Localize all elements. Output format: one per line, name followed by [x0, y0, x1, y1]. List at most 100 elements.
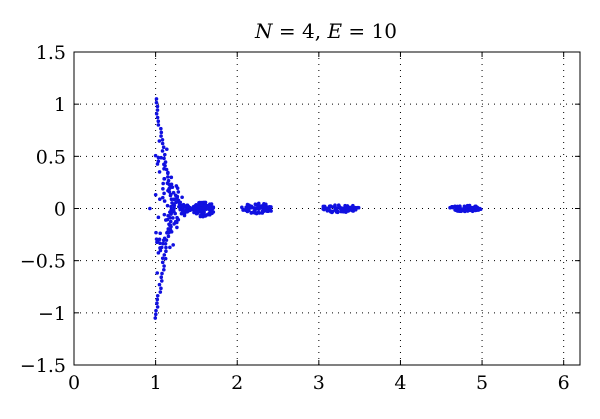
- data-point-cluster-1: [160, 260, 165, 265]
- data-point-cluster-1: [164, 167, 169, 172]
- data-point-cluster-1: [169, 175, 174, 180]
- data-point-cluster-2: [198, 214, 203, 219]
- y-tick-label: 1.5: [36, 42, 66, 64]
- data-point-cluster-1: [166, 234, 171, 239]
- grid: [74, 52, 580, 365]
- data-point-cluster-1: [154, 112, 159, 116]
- data-point-cluster-5: [459, 209, 463, 214]
- data-point-cluster-1: [169, 197, 174, 202]
- data-point-cluster-1: [167, 230, 171, 235]
- data-point-cluster-4: [336, 203, 341, 208]
- data-point-cluster-1: [171, 243, 175, 247]
- title-var-e: E: [326, 19, 342, 43]
- data-point-cluster-1: [155, 301, 159, 306]
- data-point-cluster-3: [241, 208, 245, 212]
- data-point-cluster-1: [155, 115, 160, 120]
- data-point-cluster-5: [476, 207, 481, 212]
- data-point-cluster-3: [247, 205, 252, 210]
- data-point-cluster-3: [256, 210, 261, 215]
- data-point-cluster-1: [155, 104, 160, 109]
- data-point-cluster-1: [159, 130, 164, 135]
- data-point-cluster-1: [168, 245, 172, 250]
- data-point-cluster-1: [161, 181, 165, 186]
- data-point-cluster-1: [162, 212, 167, 217]
- data-point-cluster-1: [160, 149, 165, 153]
- data-point-cluster-2: [209, 207, 213, 211]
- data-point-cluster-1: [188, 206, 192, 210]
- data-point-cluster-1: [175, 186, 180, 190]
- data-point-cluster-2: [206, 212, 210, 217]
- data-point-cluster-1: [166, 175, 170, 179]
- data-point-cluster-1: [166, 178, 171, 183]
- data-point-cluster-1: [186, 209, 190, 213]
- data-point-cluster-1: [153, 153, 158, 158]
- data-point-cluster-1: [158, 241, 162, 245]
- data-point-cluster-1: [162, 191, 166, 196]
- y-tick-label: 0.5: [36, 146, 66, 168]
- data-point-cluster-1: [175, 194, 180, 199]
- data-point-cluster-3: [260, 211, 265, 215]
- data-point-cluster-1: [169, 212, 173, 216]
- data-point-cluster-5: [465, 203, 470, 208]
- data-point-cluster-1: [169, 204, 173, 209]
- data-point-cluster-3: [265, 209, 269, 213]
- data-point-cluster-1: [156, 215, 161, 220]
- data-point-cluster-3: [253, 202, 258, 207]
- data-point-cluster-1: [162, 253, 167, 257]
- data-point-cluster-1: [156, 251, 161, 255]
- data-point-cluster-1: [165, 217, 170, 222]
- y-tick-label: 0: [54, 199, 66, 221]
- y-tick-label: −1.5: [20, 355, 66, 377]
- data-point-cluster-1: [176, 190, 181, 194]
- data-point-cluster-1: [155, 240, 159, 244]
- data-point-cluster-1: [156, 155, 161, 160]
- data-point-cluster-1: [164, 249, 168, 254]
- data-point-cluster-1: [173, 219, 178, 224]
- data-point-cluster-1: [179, 203, 184, 208]
- data-point-cluster-1: [185, 203, 189, 208]
- data-point-cluster-1: [170, 201, 174, 205]
- data-point-cluster-4: [334, 207, 339, 211]
- data-point-cluster-1: [168, 193, 173, 198]
- data-point-cluster-1: [159, 286, 163, 291]
- title-eq-e: = 10: [342, 19, 397, 43]
- data-point-cluster-3: [244, 208, 248, 213]
- data-point-cluster-1: [160, 256, 165, 261]
- data-point-cluster-1: [157, 170, 162, 174]
- data-point-cluster-4: [321, 204, 326, 209]
- data-point-cluster-4: [340, 206, 344, 211]
- y-tick-label: 1: [54, 94, 66, 116]
- data-point-cluster-4: [350, 205, 355, 209]
- data-point-cluster-1: [164, 238, 169, 242]
- data-point-cluster-1: [163, 256, 168, 261]
- data-point-cluster-4: [355, 205, 360, 210]
- data-point-cluster-1: [182, 213, 187, 218]
- data-point-cluster-3: [252, 206, 257, 210]
- data-point-cluster-1: [153, 316, 158, 320]
- data-point-cluster-1: [155, 293, 160, 298]
- data-point-cluster-1: [156, 159, 161, 164]
- data-point-cluster-1: [158, 290, 163, 294]
- data-point-cluster-1: [163, 160, 168, 164]
- data-point-cluster-1: [153, 192, 158, 197]
- data-point-cluster-1: [171, 216, 175, 220]
- data-point-cluster-1: [167, 182, 171, 187]
- data-point-cluster-1: [153, 312, 158, 317]
- data-point-cluster-2: [198, 209, 203, 213]
- data-point-cluster-1: [159, 155, 163, 160]
- x-tick-label: 3: [313, 372, 325, 394]
- data-point-cluster-5: [468, 208, 473, 213]
- data-point-cluster-1: [175, 217, 180, 221]
- data-point-cluster-1: [173, 211, 177, 216]
- data-point-cluster-1: [154, 308, 158, 313]
- data-point-cluster-1: [160, 279, 164, 283]
- data-points: [148, 97, 483, 320]
- data-point-cluster-1: [175, 225, 179, 230]
- data-point-cluster-2: [201, 209, 206, 213]
- data-point-cluster-1: [177, 204, 181, 209]
- data-point-cluster-1: [156, 119, 161, 124]
- data-point-cluster-1: [163, 163, 167, 168]
- data-point-cluster-2: [211, 210, 216, 214]
- y-tick-label: −0.5: [20, 251, 66, 273]
- data-point-cluster-1: [165, 203, 170, 208]
